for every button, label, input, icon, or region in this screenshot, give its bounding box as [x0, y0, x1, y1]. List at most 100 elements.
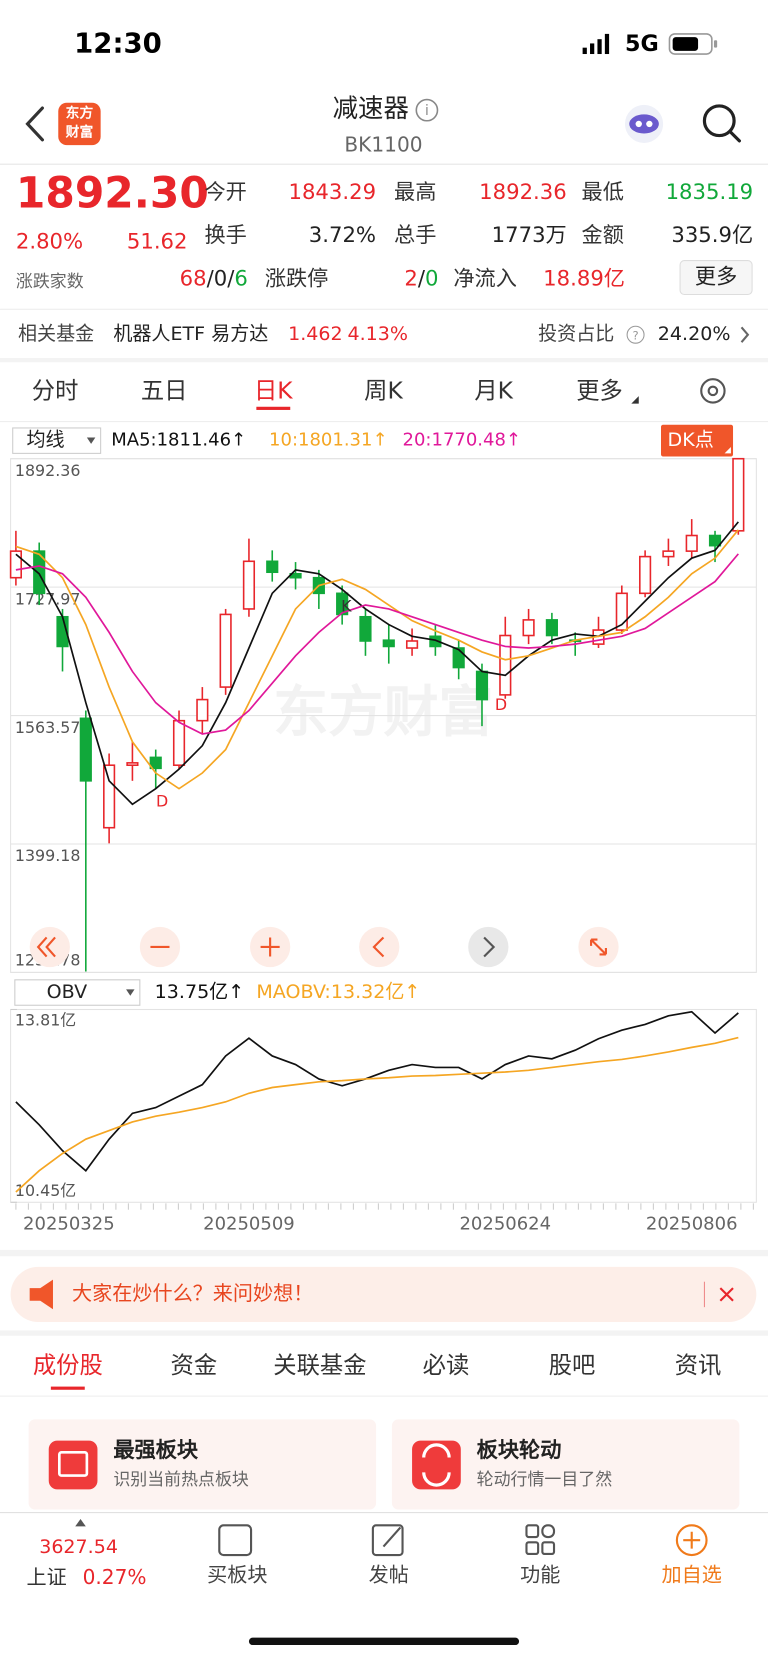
obv-legend: 13.75亿↑	[155, 981, 245, 1003]
nav-label[interactable]: 功能	[520, 1563, 560, 1587]
tab-underline	[256, 406, 291, 410]
card-icon-glyph	[422, 1443, 451, 1487]
candle-body	[639, 555, 652, 595]
ma-selector[interactable]	[12, 427, 102, 454]
part: 68	[180, 266, 207, 291]
period-tab[interactable]: 日K	[254, 377, 293, 404]
period-tab[interactable]: 月K	[474, 377, 513, 404]
home-indicator	[248, 1637, 520, 1646]
logo-text: 财富	[65, 123, 94, 140]
field-label: 总手	[394, 222, 436, 247]
field-label: 金额	[582, 222, 624, 247]
fund-name: 机器人ETF 易方达	[113, 323, 268, 345]
divider-band	[0, 1249, 768, 1257]
back-button[interactable]	[25, 106, 44, 142]
period-tab[interactable]: 五日	[141, 377, 188, 404]
more-button[interactable]	[679, 260, 753, 296]
candle-body	[615, 592, 628, 631]
logo[interactable]	[58, 102, 101, 146]
field-value: 1773万	[492, 222, 567, 247]
limit-label: 涨跌停	[265, 266, 329, 291]
candle-body	[452, 647, 465, 669]
series-line	[15, 553, 739, 735]
y-tick-label: 1563.57	[15, 718, 81, 737]
more-button-label: 更多	[695, 264, 737, 289]
card[interactable]	[391, 1419, 740, 1510]
logo-text: 东方	[66, 104, 94, 121]
info-icon[interactable]	[415, 98, 439, 122]
period-tab[interactable]: 分时	[32, 377, 79, 404]
period-tab[interactable]: 更多	[576, 377, 623, 404]
index-pct: 0.27%	[83, 1565, 147, 1589]
ma-legend: 10:1801.31↑	[269, 430, 388, 451]
x-tick-label: 20250325	[23, 1214, 115, 1235]
part: /	[418, 266, 426, 291]
chart-control-glyph	[260, 937, 280, 957]
settings-icon[interactable]	[700, 378, 726, 404]
parts-value: 68/0/6	[180, 266, 248, 291]
close-banner[interactable]	[719, 1287, 734, 1302]
fund-label: 相关基金	[18, 323, 94, 345]
x-tick-label: 20250509	[203, 1214, 295, 1235]
y-tick-label: 1399.18	[15, 846, 81, 865]
candle-body	[685, 534, 698, 552]
signal-marker: K	[341, 596, 352, 615]
y-tick-label: 10.45亿	[15, 1181, 76, 1200]
candle-body	[266, 560, 279, 574]
y-tick-label: 1727.97	[15, 589, 81, 608]
y-tick-label: 13.81亿	[15, 1011, 76, 1030]
series-line	[15, 521, 739, 806]
chart-control-glyph	[372, 936, 385, 958]
section-tab[interactable]: 资金	[171, 1352, 218, 1379]
assistant-icon[interactable]	[624, 104, 664, 144]
part: /	[227, 266, 235, 291]
signal-marker: D	[495, 695, 507, 714]
candle-body	[126, 762, 139, 766]
dk-button[interactable]	[661, 424, 734, 457]
search-icon[interactable]	[702, 104, 741, 143]
field-label: 换手	[204, 222, 246, 247]
help-icon[interactable]	[626, 325, 645, 344]
field-label: 今开	[204, 179, 246, 204]
candle-body	[405, 640, 419, 649]
card-icon	[412, 1440, 461, 1490]
section-tab[interactable]: 股吧	[549, 1352, 596, 1379]
section-tab[interactable]: 关联基金	[273, 1352, 366, 1379]
nav-label[interactable]: 买板块	[207, 1563, 267, 1587]
obv-selector-label: OBV	[47, 981, 88, 1003]
status-icons	[582, 33, 718, 55]
card-subtitle: 轮动行情一目了然	[477, 1469, 613, 1489]
candle-body	[196, 698, 209, 722]
chart-control[interactable]	[359, 926, 400, 968]
candle-body	[219, 613, 232, 688]
network: 5G	[625, 31, 659, 57]
stock-code: BK1100	[344, 133, 422, 157]
chevron	[740, 326, 750, 343]
card[interactable]	[28, 1419, 377, 1510]
index-arrow	[75, 1518, 86, 1527]
section-tab[interactable]: 资讯	[675, 1352, 722, 1379]
candle-body	[662, 550, 675, 558]
fund-pct: 4.13%	[347, 323, 408, 345]
candle-body	[382, 639, 395, 648]
section-tab[interactable]: 必读	[423, 1352, 470, 1379]
nav-label[interactable]: 加自选	[662, 1563, 722, 1587]
chart-control[interactable]	[29, 926, 70, 968]
section-tab[interactable]: 成份股	[33, 1352, 103, 1379]
chart-control-glyph	[590, 938, 607, 956]
chart-control-glyph	[483, 936, 496, 958]
card-icon-glyph	[58, 1450, 89, 1477]
banner[interactable]	[10, 1266, 757, 1322]
obv-selector[interactable]	[14, 979, 141, 1006]
candle-body	[149, 756, 162, 770]
period-tab[interactable]: 周K	[364, 377, 403, 404]
chart-control[interactable]	[468, 926, 509, 968]
part: 6	[234, 266, 247, 291]
field-value: 335.9亿	[671, 222, 753, 247]
nav-label[interactable]: 发帖	[369, 1563, 409, 1587]
change-pct: 2.80%	[16, 229, 83, 254]
card-subtitle: 识别当前热点板块	[113, 1469, 249, 1489]
inflow-value: 18.89亿	[543, 266, 625, 291]
